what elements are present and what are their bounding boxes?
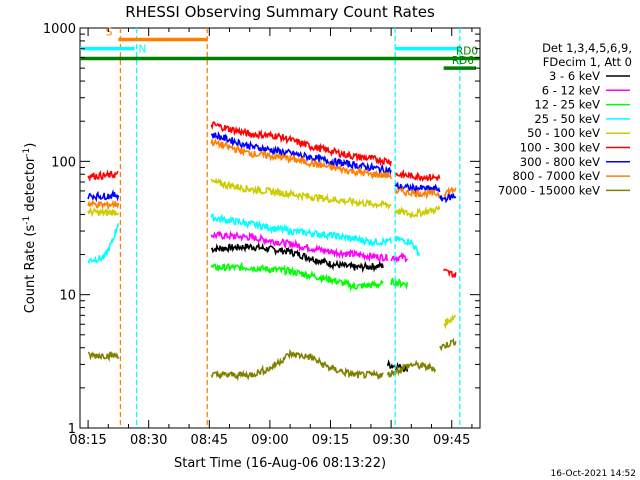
series-layer — [87, 28, 461, 428]
legend-header-line-2: FDecim 1, Att 0 — [543, 55, 632, 69]
series-line-7-seg-2 — [394, 185, 441, 200]
x-tick-label-2: 08:45 — [191, 433, 228, 448]
series-line-2-seg-0 — [210, 261, 384, 292]
chart-title: RHESSI Observing Summary Count Rates — [125, 3, 435, 21]
series-line-1-seg-1 — [390, 251, 408, 264]
x-tick-label-1: 08:30 — [130, 433, 167, 448]
series-line-0-seg-0 — [210, 241, 384, 274]
series-line-5-seg-2 — [394, 168, 441, 183]
series-line-6-seg-0 — [87, 188, 120, 203]
y-tick-label-0: 1 — [68, 422, 76, 437]
series-line-3-seg-2 — [394, 236, 421, 256]
series-line-5-seg-1 — [210, 120, 392, 167]
series-line-3-seg-1 — [210, 213, 392, 248]
legend-label-4: 50 - 100 keV — [527, 126, 600, 140]
legend-label-5: 100 - 300 keV — [520, 141, 600, 155]
series-line-7-seg-0 — [87, 199, 120, 211]
x-tick-label-6: 09:45 — [433, 433, 470, 448]
y-tick-label-3: 1000 — [43, 22, 76, 37]
series-line-4-seg-2 — [394, 204, 441, 220]
flag-band-label-1: N — [139, 44, 147, 56]
x-axis-label: Start Time (16-Aug-06 08:13:22) — [174, 456, 386, 471]
flag-band-label-4: RD6 — [452, 55, 474, 67]
series-line-5-seg-3 — [442, 268, 457, 278]
series-line-7-seg-3 — [443, 186, 457, 198]
series-line-4-seg-3 — [443, 314, 457, 330]
legend-label-3: 25 - 50 keV — [534, 112, 600, 126]
legend-label-7: 800 - 7000 keV — [512, 169, 600, 183]
series-line-8-seg-1 — [210, 348, 384, 382]
legend-label-2: 12 - 25 keV — [534, 98, 600, 112]
legend-header-line-1: Det 1,3,4,5,6,9, — [542, 41, 632, 55]
x-tick-label-5: 09:30 — [372, 433, 409, 448]
series-line-5-seg-0 — [87, 169, 119, 182]
y-tick-label-2: 100 — [51, 155, 76, 170]
series-line-8-seg-3 — [439, 337, 457, 352]
series-line-8-seg-0 — [87, 351, 120, 362]
series-line-3-seg-0 — [87, 223, 120, 265]
legend: Det 1,3,4,5,6,9, FDecim 1, Att 0 3 - 6 k… — [498, 41, 632, 197]
series-line-6-seg-1 — [210, 130, 392, 176]
legend-label-6: 300 - 800 keV — [520, 155, 600, 169]
flag-band-label-0: S — [106, 26, 113, 38]
timestamp: 16-Oct-2021 14:52 — [551, 469, 636, 479]
x-tick-label-4: 09:15 — [312, 433, 349, 448]
legend-label-8: 7000 - 15000 keV — [498, 183, 600, 197]
series-line-2-seg-1 — [390, 277, 409, 290]
y-axis-label: Count Rate (s-1 detector-1) — [22, 143, 38, 314]
series-line-4-seg-1 — [210, 177, 392, 211]
y-tick-label-1: 10 — [59, 289, 76, 304]
series-line-6-seg-3 — [438, 192, 457, 204]
series-line-1-seg-0 — [210, 230, 388, 263]
legend-label-0: 3 - 6 keV — [549, 69, 600, 83]
series-line-4-seg-0 — [87, 206, 120, 218]
x-tick-label-0: 08:15 — [69, 433, 106, 448]
legend-label-1: 6 - 12 keV — [542, 83, 600, 97]
series-line-7-seg-1 — [210, 137, 392, 180]
axis-layer: 08:15 08:30 08:45 09:00 09:15 09:30 09:45 1 10 10… — [43, 22, 480, 448]
flag-band-label-3: RD0 — [456, 46, 478, 58]
x-tick-label-3: 09:00 — [251, 433, 288, 448]
